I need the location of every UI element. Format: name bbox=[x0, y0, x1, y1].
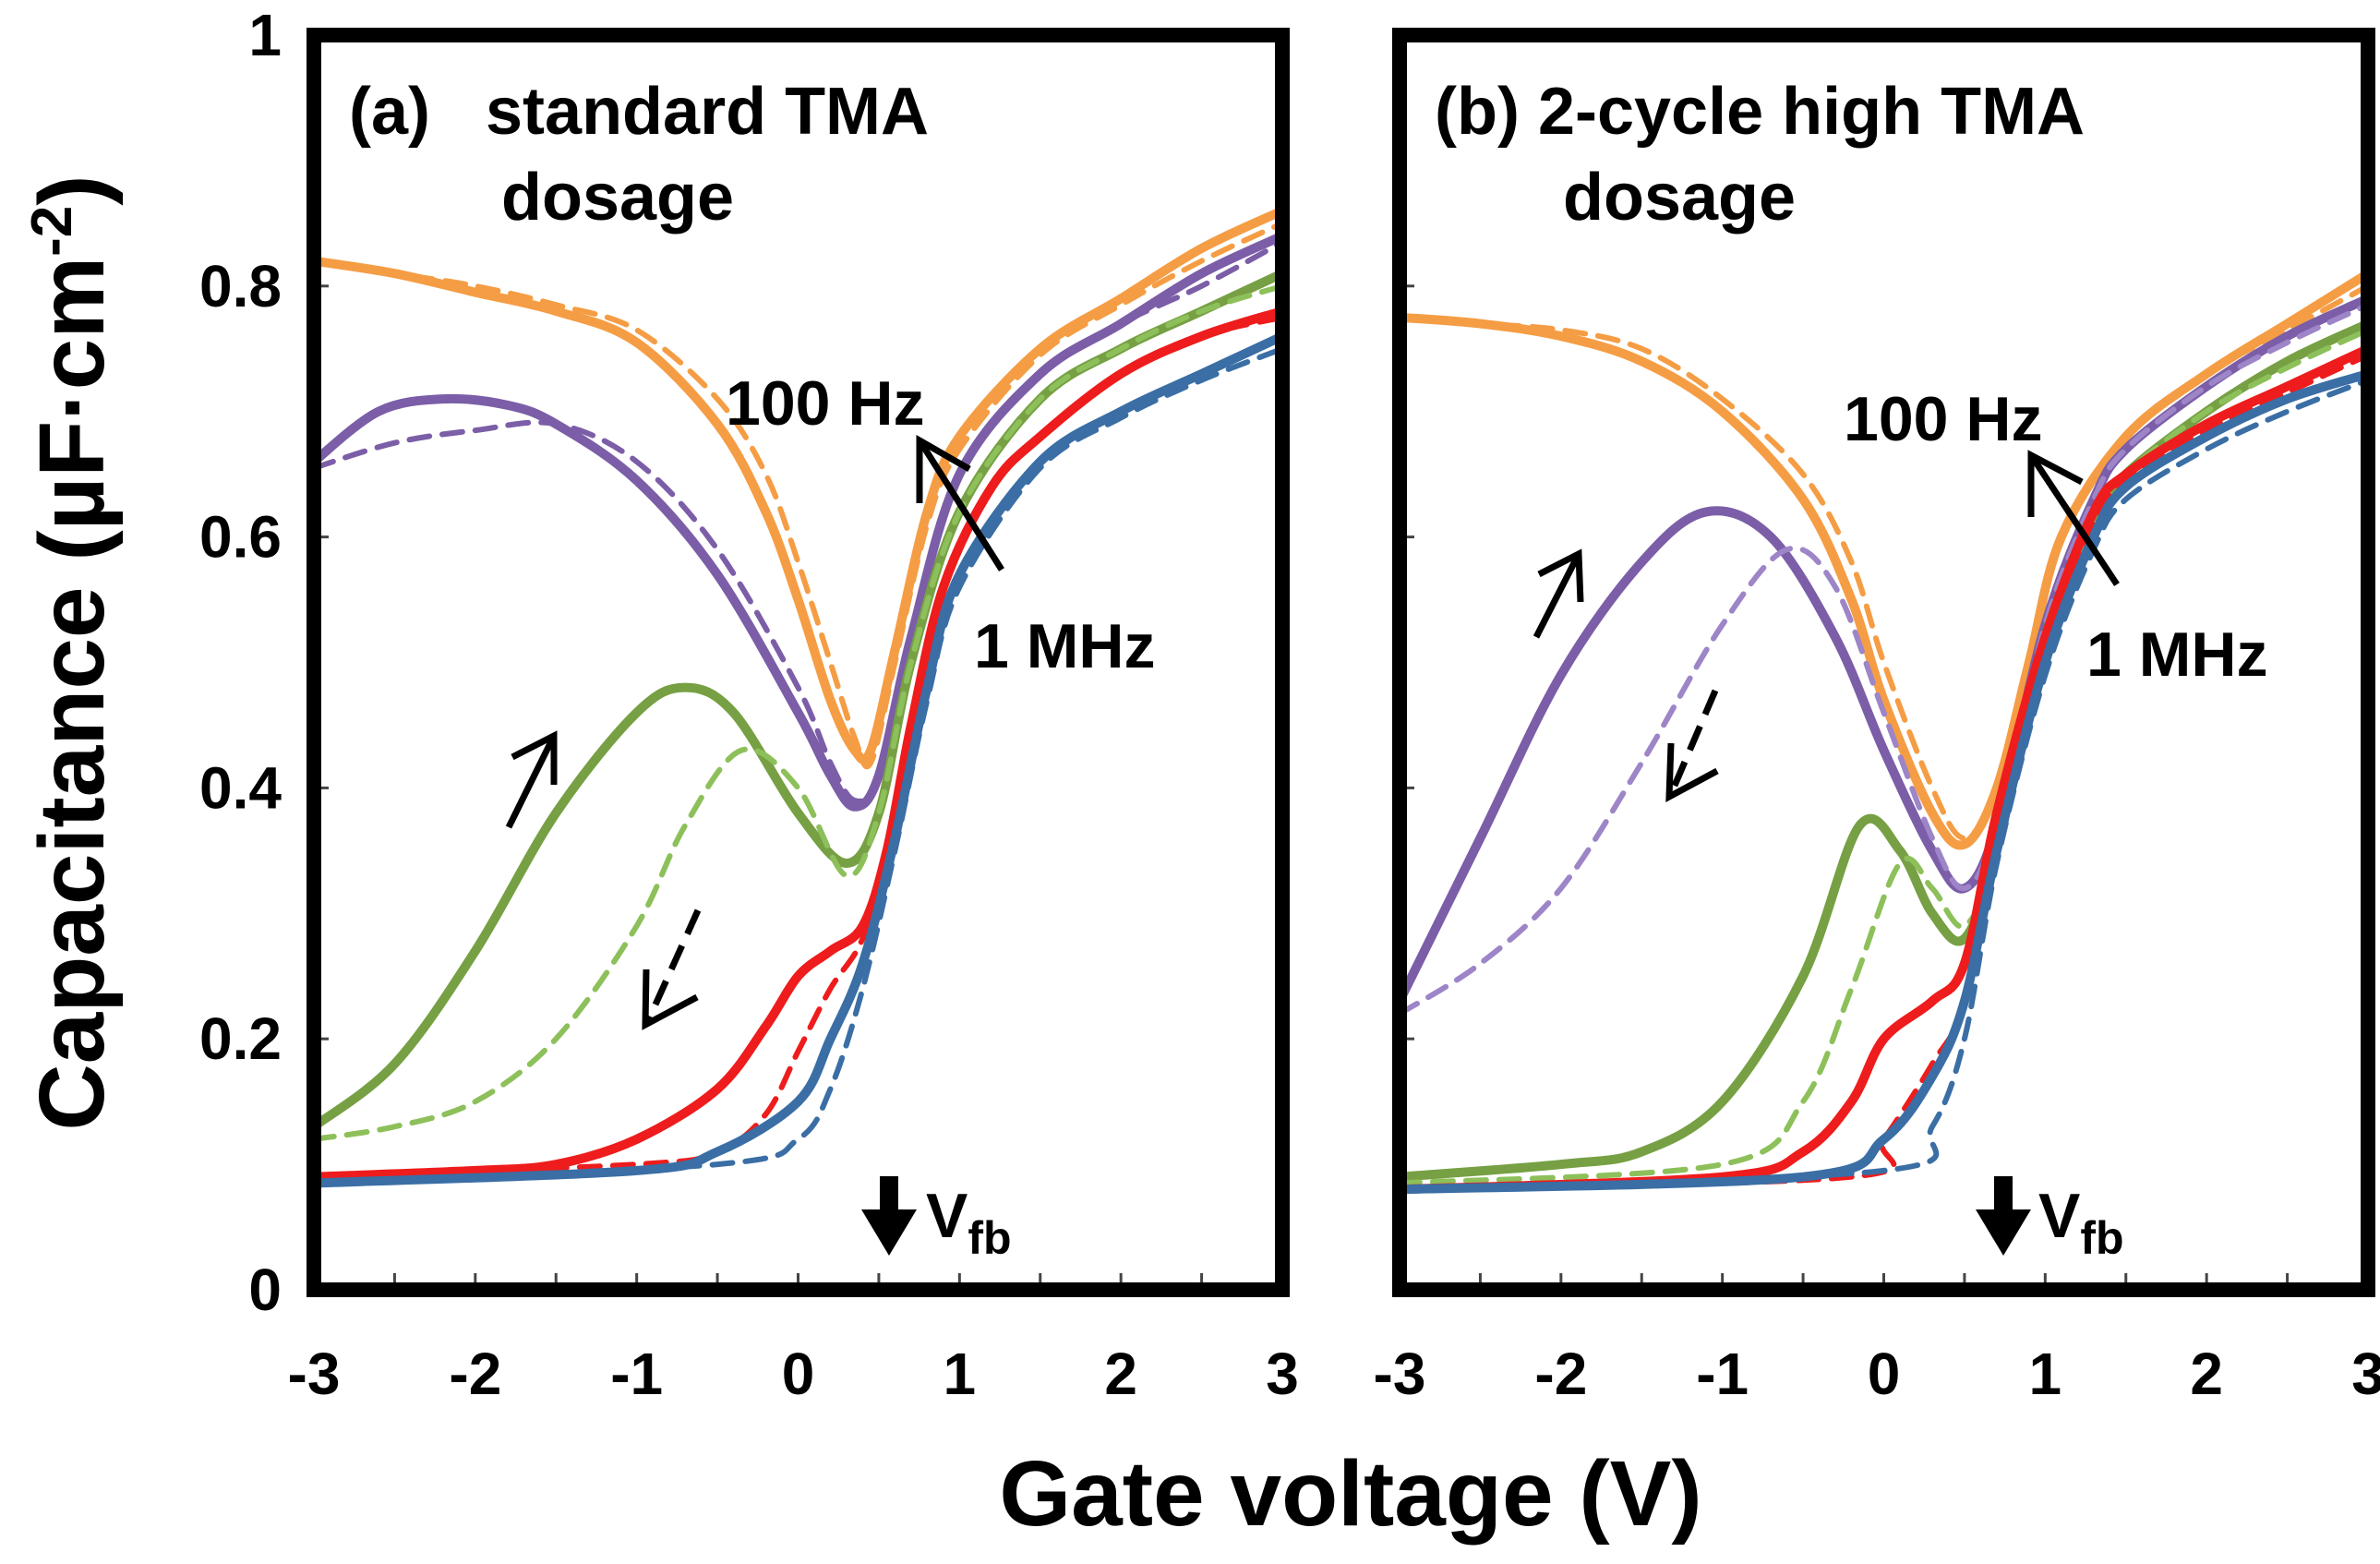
y-tick-label: 1 bbox=[248, 2, 282, 68]
x-tick-label: -2 bbox=[449, 1341, 501, 1407]
panel-b-title-line1: (b) 2-cycle high TMA bbox=[1435, 75, 2085, 149]
vfb-label: Vfb bbox=[926, 1181, 1012, 1264]
vfb-arrow-head-icon bbox=[861, 1209, 917, 1256]
x-tick-label: 1 bbox=[944, 1341, 977, 1407]
panel-a-vfb-marker: Vfb bbox=[861, 1176, 1012, 1264]
y-tick-label: 0 bbox=[248, 1257, 282, 1323]
panel-b-frame bbox=[1392, 28, 2375, 1297]
x-tick-label: 0 bbox=[782, 1341, 815, 1407]
curve-b-9 bbox=[1397, 377, 2371, 1193]
x-tick-label: 2 bbox=[2190, 1341, 2223, 1407]
curve-b-7 bbox=[1397, 352, 2371, 1193]
x-tick-label: -3 bbox=[1374, 1341, 1426, 1407]
panel-a-forward-sweep-arrow bbox=[505, 730, 558, 829]
x-tick-label: -2 bbox=[1534, 1341, 1587, 1407]
y-tick-label: 0.2 bbox=[199, 1005, 282, 1072]
curve-b-6 bbox=[1395, 343, 2373, 1195]
x-tick-label: 2 bbox=[1104, 1341, 1137, 1407]
panel-b-1mhz-label: 1 MHz bbox=[2086, 620, 2267, 690]
x-tick-label: -3 bbox=[288, 1341, 341, 1407]
curve-a-7 bbox=[311, 314, 1285, 1180]
y-axis-label: Capacitance (µF·cm-2) bbox=[20, 174, 124, 1130]
x-tick-label: 3 bbox=[1266, 1341, 1299, 1407]
panel-a-title-line1: standard TMA bbox=[486, 75, 929, 149]
panel-a-frequency-arrow bbox=[916, 434, 1004, 571]
curve-b-8 bbox=[1395, 368, 2373, 1195]
panel-b-reverse-sweep-arrow bbox=[1667, 689, 1719, 796]
panel-b: (b) 2-cycle high TMA dosage 100 Hz 1 MHz… bbox=[1392, 28, 2375, 1297]
panel-a-label: (a) bbox=[349, 75, 430, 149]
panel-b-title-line2: dosage bbox=[1563, 161, 1796, 235]
panel-b-vfb-marker: Vfb bbox=[1976, 1176, 2124, 1264]
x-axis-label: Gate voltage (V) bbox=[999, 1442, 1701, 1546]
panel-a-100hz-label: 100 Hz bbox=[726, 368, 924, 439]
panel-a-curves bbox=[309, 206, 1287, 1188]
y-tick-label: 0.4 bbox=[199, 754, 282, 821]
curve-a-3 bbox=[311, 239, 1285, 804]
panel-b-frequency-arrow bbox=[2027, 450, 2120, 586]
y-tick-label: 0.6 bbox=[199, 504, 282, 571]
curve-a-1 bbox=[311, 220, 1285, 770]
curve-b-1 bbox=[1397, 283, 2371, 841]
panel-b-curves bbox=[1395, 269, 2373, 1195]
curve-a-0 bbox=[309, 206, 1287, 764]
y-tick-label: 0.8 bbox=[199, 253, 282, 319]
panel-a-reverse-arrowhead bbox=[642, 968, 699, 1030]
panel-a-1mhz-label: 1 MHz bbox=[974, 611, 1155, 681]
x-tick-label: -1 bbox=[1696, 1341, 1749, 1407]
vfb-arrow-head-icon bbox=[1976, 1209, 2031, 1256]
vfb-arrow-shaft bbox=[880, 1176, 898, 1213]
panel-a-frame bbox=[307, 28, 1290, 1297]
vfb-arrow-shaft bbox=[1994, 1176, 2013, 1213]
panel-a-reverse-sweep-arrow bbox=[643, 908, 702, 1025]
x-tick-label: -1 bbox=[610, 1341, 663, 1407]
panel-b-100hz-label: 100 Hz bbox=[1844, 384, 2042, 454]
x-tick-label: 3 bbox=[2351, 1341, 2380, 1407]
panel-b-reverse-arrowhead bbox=[1665, 742, 1719, 802]
vfb-label: Vfb bbox=[2038, 1181, 2124, 1264]
panel-b-forward-sweep-arrow bbox=[1533, 548, 1584, 639]
curve-a-5 bbox=[311, 283, 1285, 1142]
curve-b-3 bbox=[1397, 302, 2371, 1017]
curve-a-2 bbox=[309, 231, 1287, 812]
x-tick-label: 0 bbox=[1868, 1341, 1901, 1407]
curve-a-9 bbox=[311, 345, 1285, 1186]
x-tick-label: 1 bbox=[2029, 1341, 2062, 1407]
panel-a-title-line2: dosage bbox=[501, 161, 734, 235]
panel-a: (a) standard TMA dosage 100 Hz 1 MHz Vfb bbox=[307, 28, 1290, 1297]
